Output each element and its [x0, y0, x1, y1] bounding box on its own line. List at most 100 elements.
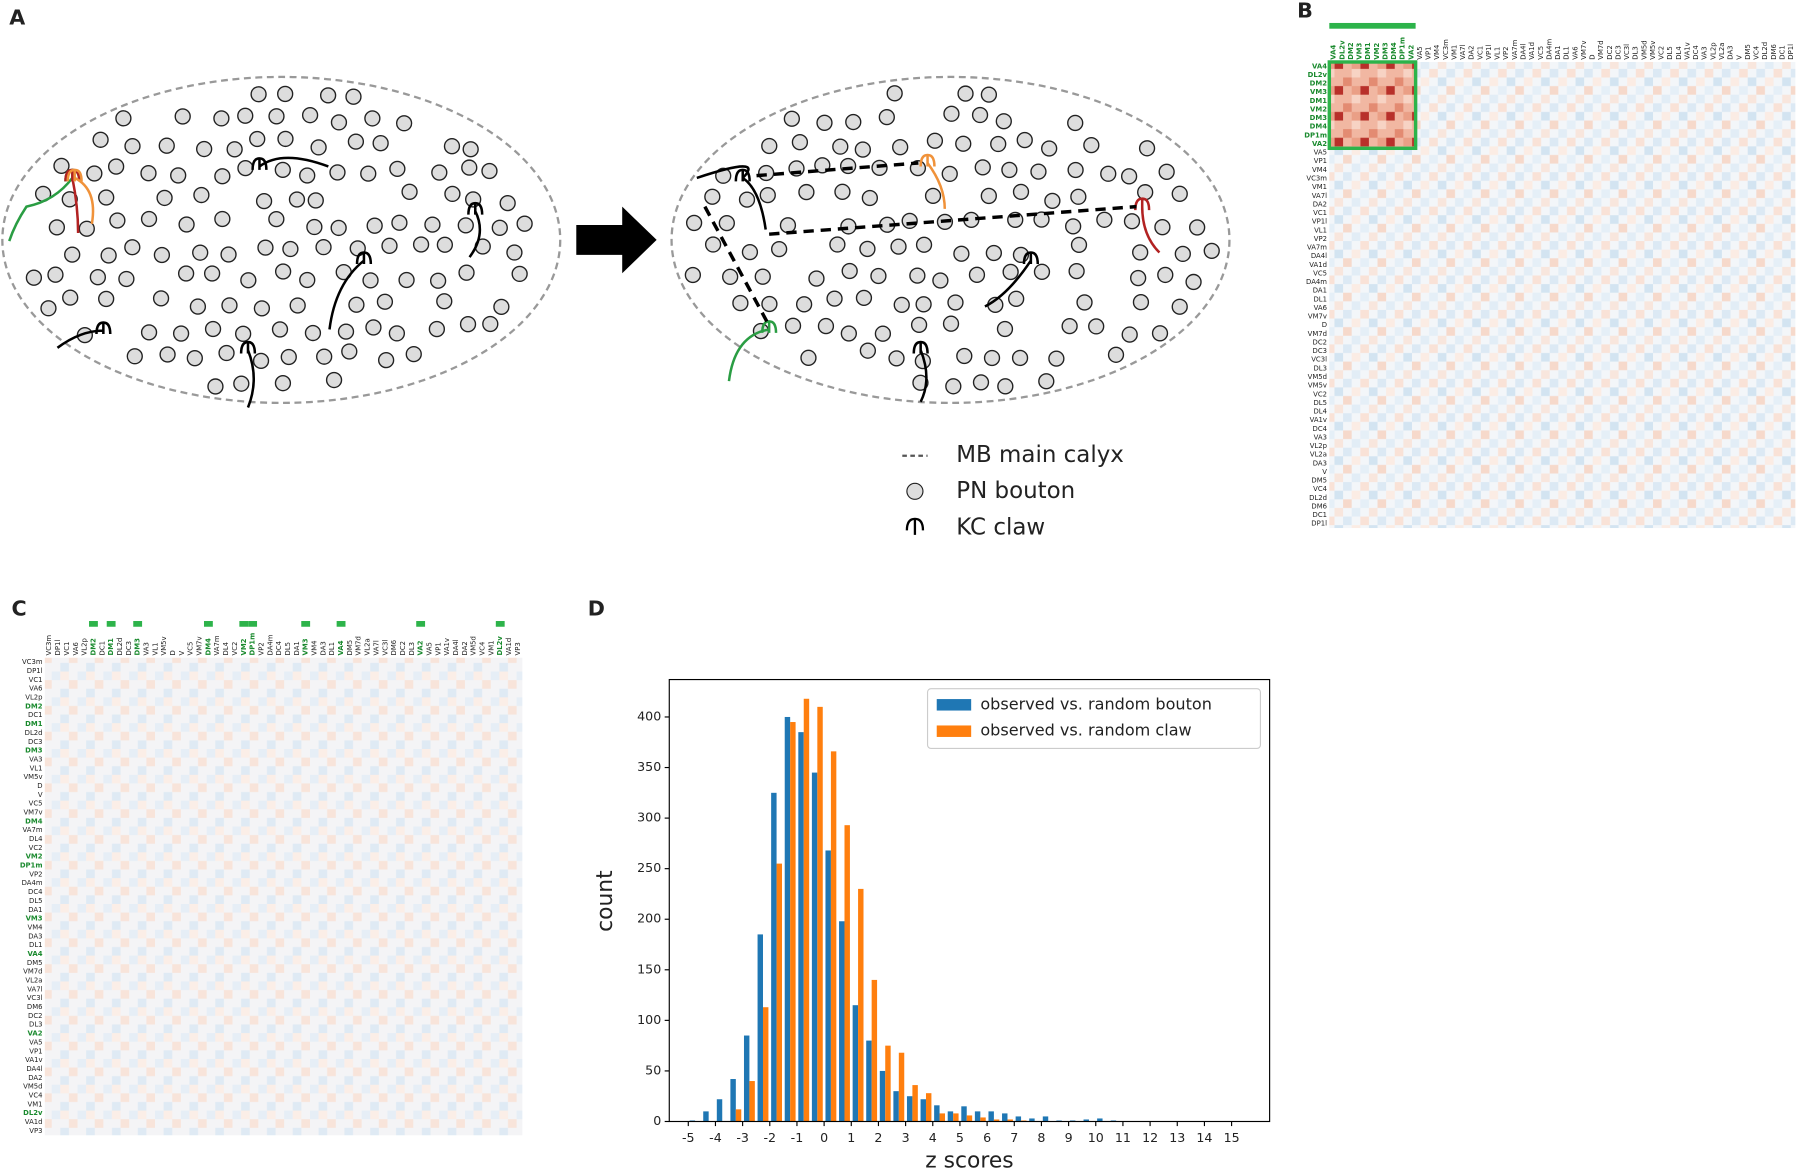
- row-label: VM5d: [23, 1083, 42, 1091]
- bouton: [107, 158, 125, 175]
- column-label: VC4: [1753, 46, 1761, 60]
- row-label: DA3: [1313, 459, 1327, 467]
- column-label: D: [169, 650, 177, 655]
- row-label: DM4: [25, 817, 43, 825]
- bar: [993, 1119, 1000, 1122]
- bouton: [268, 210, 285, 228]
- row-label: DP1l: [27, 667, 43, 675]
- row-label: VM5d: [1308, 373, 1327, 381]
- bouton: [159, 346, 176, 363]
- bouton: [491, 219, 508, 236]
- bouton: [341, 343, 358, 360]
- bouton: [436, 236, 454, 253]
- bar: [871, 979, 878, 1122]
- bouton: [207, 378, 224, 395]
- bouton: [424, 216, 441, 233]
- highlight-bar: [203, 621, 213, 627]
- column-label: VA7l: [372, 640, 380, 655]
- x-tick-label: 13: [1169, 1130, 1185, 1145]
- row-label: VC3l: [1311, 356, 1327, 364]
- x-tick-label: 1: [847, 1130, 855, 1145]
- bouton: [1171, 298, 1188, 315]
- bouton: [40, 300, 57, 317]
- column-label: DM2: [1347, 42, 1355, 60]
- column-label: VM5v: [160, 636, 168, 655]
- column-label: DM5: [346, 640, 354, 656]
- row-label: VA1d: [25, 1118, 43, 1126]
- bouton: [957, 85, 974, 102]
- bouton: [971, 106, 989, 124]
- bouton: [152, 290, 170, 307]
- row-label: DL5: [29, 897, 43, 905]
- row-label: VA6: [1314, 304, 1327, 312]
- bouton: [942, 315, 960, 332]
- bouton: [854, 141, 871, 158]
- bouton: [444, 185, 461, 203]
- row-label: DC1: [28, 711, 42, 719]
- column-label: DA1: [293, 641, 301, 655]
- x-tick-label: 9: [1065, 1130, 1073, 1145]
- row-label: DM3: [1310, 114, 1328, 122]
- y-tick-label: 400: [637, 708, 661, 723]
- column-label: VC1: [63, 642, 71, 656]
- bouton: [1064, 218, 1082, 235]
- bar: [966, 1115, 973, 1122]
- highlight-bar: [416, 621, 426, 627]
- bouton: [861, 189, 879, 207]
- bouton: [282, 240, 299, 258]
- bouton: [1033, 263, 1051, 280]
- column-label: VL2a: [1718, 43, 1726, 60]
- row-label: DL4: [1314, 408, 1327, 416]
- x-tick-label: 11: [1115, 1130, 1131, 1145]
- bouton: [1151, 325, 1169, 342]
- bouton: [870, 267, 887, 285]
- bouton: [859, 240, 876, 258]
- bouton: [841, 262, 858, 280]
- bouton: [1068, 262, 1085, 280]
- column-label: VL2p: [81, 638, 89, 655]
- bouton: [274, 161, 291, 179]
- row-label: DL3: [29, 1021, 43, 1029]
- column-label: VA7m: [1511, 39, 1519, 59]
- bouton: [892, 139, 909, 156]
- column-label: VC3m: [1442, 39, 1450, 60]
- bouton: [1083, 136, 1100, 154]
- bar: [866, 1040, 872, 1122]
- highlight-bar: [89, 621, 98, 627]
- column-label: DC1: [98, 641, 106, 655]
- bouton: [124, 138, 141, 155]
- row-label: VL1: [1314, 226, 1327, 234]
- column-label: VA5: [425, 642, 433, 655]
- bouton: [213, 110, 230, 127]
- bouton: [738, 191, 756, 208]
- row-label: DA2: [1313, 200, 1327, 208]
- x-tick-label: -1: [791, 1130, 804, 1145]
- bar: [925, 1093, 932, 1122]
- column-label: DL2d: [116, 638, 124, 656]
- bouton: [192, 244, 209, 261]
- bouton: [304, 324, 322, 342]
- column-label: VC5: [187, 642, 195, 656]
- bar: [1042, 1116, 1049, 1122]
- bouton: [995, 113, 1012, 130]
- bouton: [307, 192, 324, 209]
- x-tick-label: 12: [1142, 1130, 1158, 1145]
- bouton: [888, 350, 905, 367]
- bouton: [89, 269, 107, 286]
- column-label: VM4: [1433, 45, 1441, 60]
- bar: [912, 1085, 918, 1122]
- bouton: [829, 236, 846, 253]
- bouton: [204, 320, 222, 338]
- row-label: VA3: [1314, 433, 1327, 441]
- bar: [825, 850, 831, 1122]
- row-label: VL2p: [25, 694, 42, 702]
- bouton: [214, 168, 231, 185]
- row-label: VP1l: [1312, 218, 1327, 226]
- highlight-bar: [1329, 22, 1416, 29]
- bouton: [100, 247, 117, 264]
- column-label: VA3: [1701, 46, 1709, 59]
- bar: [893, 1091, 899, 1122]
- bouton: [826, 290, 843, 307]
- row-label: VA2: [1312, 140, 1327, 148]
- highlight-bar: [133, 621, 143, 627]
